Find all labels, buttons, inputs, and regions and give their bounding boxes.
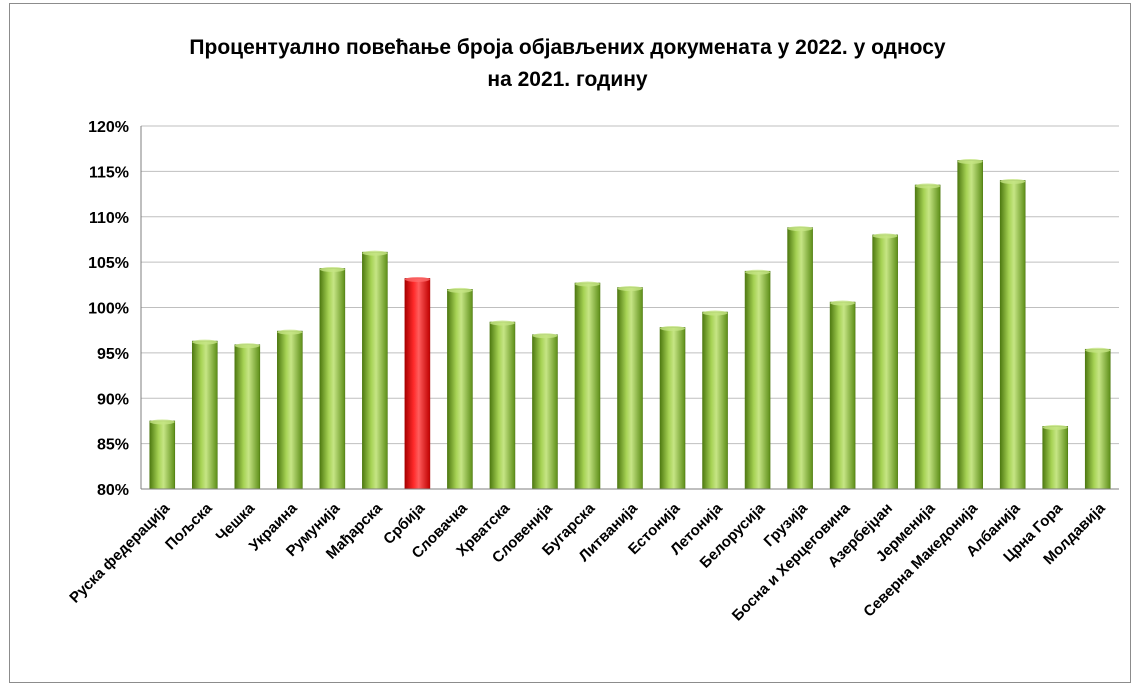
y-axis-ticks: 80% 85% 90% 95% 100% 105% 110% 115% 120% <box>88 119 129 499</box>
bar-top-cap <box>1000 178 1026 184</box>
bar <box>277 330 303 490</box>
y-tick-label: 95% <box>97 346 129 363</box>
x-axis-labels: Руска федерацијаПољскаЧешкаУкраинаРумуни… <box>66 499 1109 624</box>
bar-top-cap <box>574 281 600 287</box>
bar-top-cap <box>234 343 260 349</box>
y-tick-label: 120% <box>88 119 129 136</box>
bar <box>872 234 898 490</box>
bar <box>574 282 601 490</box>
bar <box>532 334 558 490</box>
bar <box>744 270 771 490</box>
bar <box>999 180 1026 490</box>
axes <box>140 126 1119 490</box>
bar <box>319 268 346 490</box>
bar-top-cap <box>149 419 175 425</box>
bar <box>1042 426 1069 490</box>
bar <box>362 251 388 490</box>
bar-top-cap <box>915 183 941 189</box>
chart-title-line-1: Процентуално повећање броја објављених д… <box>189 36 946 59</box>
bar-top-cap <box>489 320 515 326</box>
bar-top-cap <box>532 333 558 339</box>
bar <box>234 344 261 490</box>
y-tick-label: 85% <box>97 437 129 454</box>
bar-top-cap <box>1085 347 1111 353</box>
bar <box>1084 348 1111 490</box>
bar-top-cap <box>1042 424 1068 430</box>
bar <box>957 160 983 490</box>
bar-top-cap <box>830 300 856 306</box>
bar <box>829 301 856 490</box>
x-tick-label: Пољска <box>162 499 216 553</box>
y-tick-label: 100% <box>88 301 129 318</box>
bar-top-cap <box>617 286 643 292</box>
bar <box>447 289 473 490</box>
bar-top-cap <box>957 158 983 164</box>
bar-top-cap <box>745 269 771 275</box>
bar-top-cap <box>872 233 898 239</box>
y-tick-label: 115% <box>89 164 129 181</box>
y-tick-label: 105% <box>88 255 129 272</box>
bar-highlight <box>404 278 431 490</box>
chart-title: Процентуално повећање броја објављених д… <box>0 32 1135 96</box>
bar-top-cap <box>277 329 303 335</box>
chart-title-line-2: на 2021. годину <box>487 68 648 91</box>
bar <box>914 184 941 490</box>
bar <box>702 311 728 490</box>
bar-top-cap <box>319 266 345 272</box>
bar <box>617 287 643 490</box>
bar <box>149 420 176 490</box>
bar-top-cap <box>447 287 473 293</box>
bar-top-cap <box>404 276 430 282</box>
y-tick-label: 80% <box>97 482 129 499</box>
bar <box>787 227 813 490</box>
bar <box>489 321 516 490</box>
bar-top-cap <box>702 310 728 316</box>
bar-top-cap <box>192 339 218 345</box>
bar-top-cap <box>787 226 813 232</box>
bar-top-cap <box>660 325 686 331</box>
bar <box>191 340 218 490</box>
y-tick-label: 110% <box>89 210 129 227</box>
x-tick-label: Руска федерација <box>66 499 173 606</box>
bars <box>149 158 1111 490</box>
y-tick-label: 90% <box>97 391 129 408</box>
bar <box>659 327 686 490</box>
bar-top-cap <box>362 250 388 256</box>
